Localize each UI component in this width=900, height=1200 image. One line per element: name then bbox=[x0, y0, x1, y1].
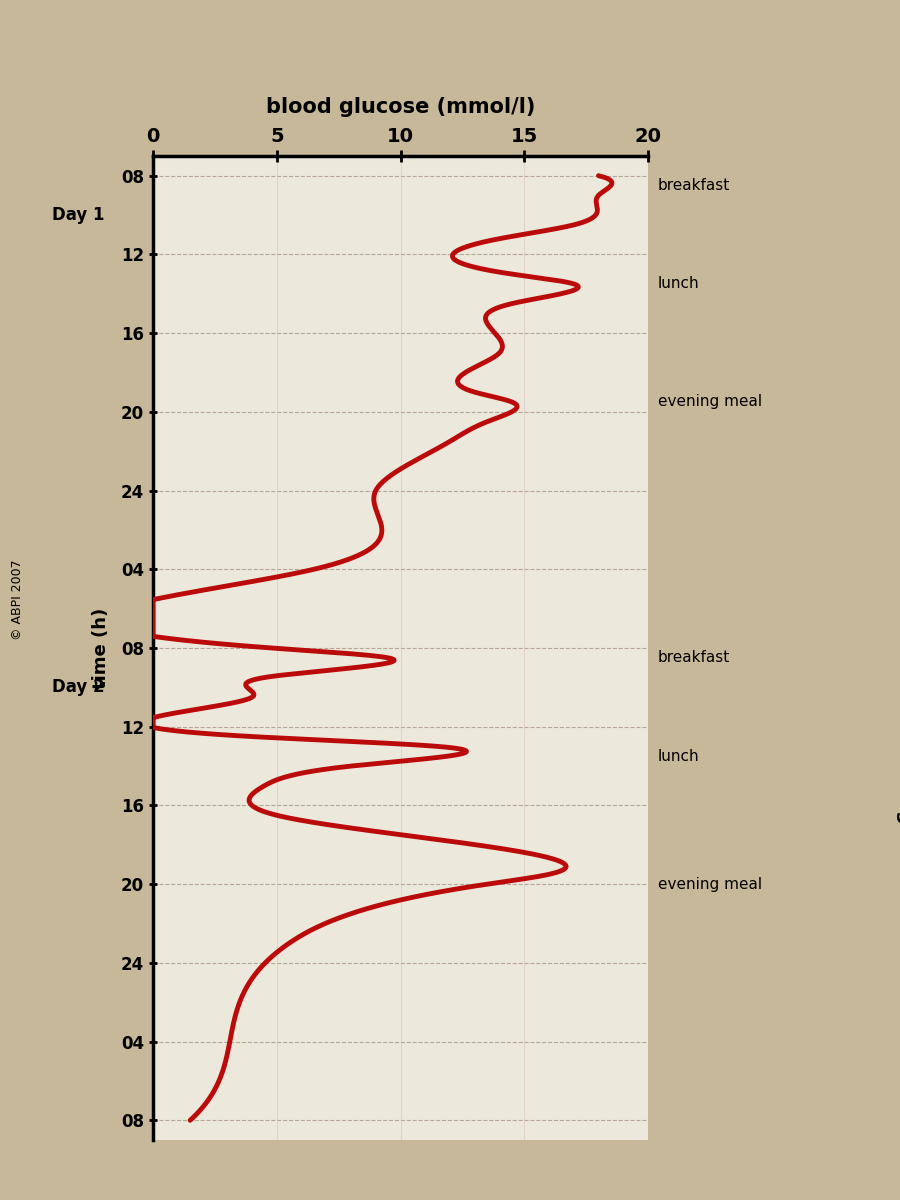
Text: Day 2: Day 2 bbox=[52, 678, 105, 696]
Text: Day 1: Day 1 bbox=[52, 206, 105, 224]
Y-axis label: time (h): time (h) bbox=[92, 607, 110, 689]
Text: © ABPI 2007: © ABPI 2007 bbox=[12, 559, 24, 641]
Text: GRAPH 2: Abnormal Blood Glucose Regulation: GRAPH 2: Abnormal Blood Glucose Regulati… bbox=[896, 395, 900, 901]
Text: breakfast: breakfast bbox=[658, 178, 730, 193]
Text: evening meal: evening meal bbox=[658, 877, 762, 892]
Text: evening meal: evening meal bbox=[658, 395, 762, 409]
Text: breakfast: breakfast bbox=[658, 650, 730, 665]
X-axis label: blood glucose (mmol/l): blood glucose (mmol/l) bbox=[266, 97, 536, 116]
Text: lunch: lunch bbox=[658, 276, 699, 292]
Text: lunch: lunch bbox=[658, 749, 699, 763]
